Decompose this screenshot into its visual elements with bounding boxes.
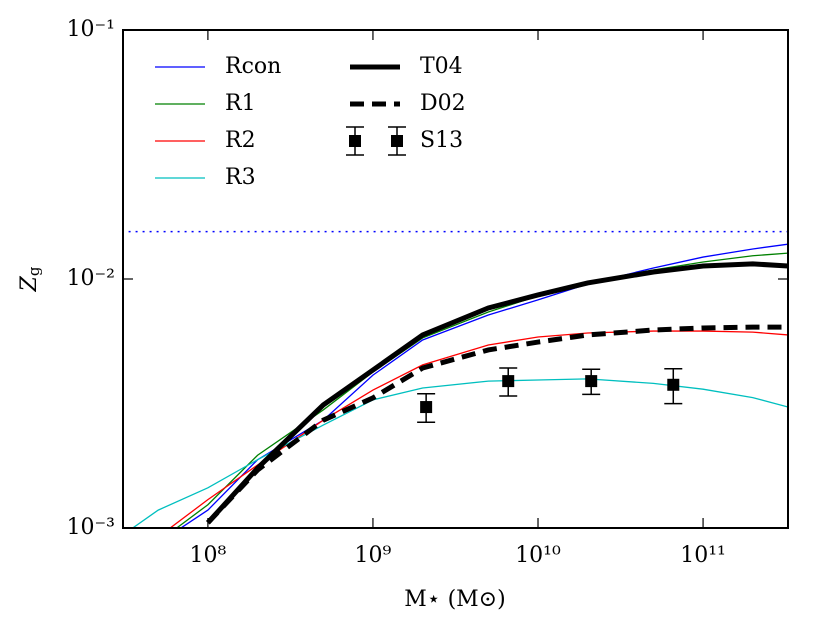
legend-label: R1	[225, 91, 256, 116]
x-tick-label: 10¹¹	[680, 543, 726, 568]
y-label-subscript: g	[25, 266, 43, 276]
x-tick-label: 10⁸	[189, 543, 226, 568]
data-point	[502, 375, 515, 388]
data-point	[585, 375, 598, 388]
series-line	[131, 378, 788, 528]
series-line	[179, 243, 788, 528]
legend-label: T04	[420, 54, 463, 79]
legend-label: S13	[420, 128, 463, 153]
plot-area	[123, 230, 788, 528]
data-point	[420, 401, 433, 414]
legend: Rcon R1 R2 R3 T04 D02 S13	[155, 54, 466, 190]
x-tick-label: 10¹⁰	[515, 543, 561, 568]
legend-label: R2	[225, 128, 256, 153]
x-tick-label: 10⁹	[355, 543, 392, 568]
y-tick-label: 10⁻¹	[67, 17, 115, 42]
series-line	[169, 330, 788, 528]
legend-swatch	[391, 135, 403, 147]
series-line	[206, 261, 788, 525]
legend-label: D02	[420, 91, 466, 116]
y-tick-label: 10⁻³	[67, 515, 115, 540]
legend-swatch	[349, 135, 361, 147]
y-label-symbol: Z	[17, 275, 42, 292]
x-axis-label: M⋆ (M⊙)	[404, 587, 505, 612]
y-axis-label: Zg	[17, 266, 43, 292]
y-tick-label: 10⁻²	[67, 266, 115, 291]
data-point	[667, 378, 680, 391]
legend-label: Rcon	[225, 54, 281, 79]
legend-label: R3	[225, 165, 256, 190]
series-line	[175, 252, 788, 528]
series-line	[206, 324, 788, 525]
